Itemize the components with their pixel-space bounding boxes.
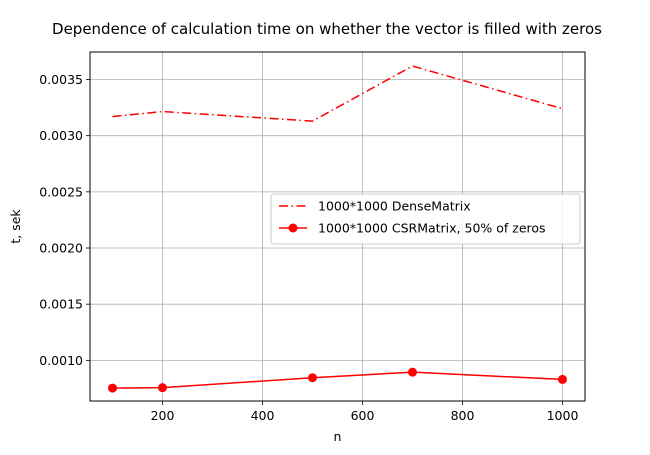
series-2-point	[558, 374, 567, 384]
legend-label-2: 1000*1000 CSRMatrix, 50% of zeros	[318, 221, 546, 236]
chart-title: Dependence of calculation time on whethe…	[52, 20, 602, 38]
y-tick-label: 0.0035	[39, 72, 83, 87]
y-axis-label: t, sek	[8, 209, 23, 244]
y-tick-label: 0.0010	[39, 353, 83, 368]
series-2-point	[108, 383, 117, 393]
x-tick-label: 200	[151, 408, 175, 423]
x-axis-label: n	[334, 429, 342, 444]
x-tick-label: 400	[251, 408, 275, 423]
x-tick-label: 600	[351, 408, 375, 423]
series-layer	[108, 65, 567, 393]
series-2-point	[158, 383, 167, 393]
legend-box	[270, 193, 581, 245]
y-tick-label: 0.0020	[39, 241, 83, 256]
y-tick-label: 0.0015	[39, 297, 83, 312]
x-tick-label: 800	[451, 408, 475, 423]
ticks: 200 400 600 800 1000 0.0010 0.0015 0.0020 0.0025…	[39, 72, 578, 423]
plot-frame	[89, 51, 586, 402]
series-2-point	[308, 373, 317, 383]
y-tick-label: 0.0030	[39, 128, 83, 143]
x-tick-label: 1000	[547, 408, 579, 423]
legend-label-1: 1000*1000 DenseMatrix	[318, 199, 471, 214]
series-line-1	[112, 65, 563, 122]
legend-marker-2	[288, 223, 298, 233]
y-tick-label: 0.0025	[39, 184, 83, 199]
legend: 1000*1000 DenseMatrix 1000*1000 CSRMatrix…	[270, 193, 581, 245]
series-2-point	[408, 367, 417, 377]
series-line-2	[112, 371, 563, 389]
